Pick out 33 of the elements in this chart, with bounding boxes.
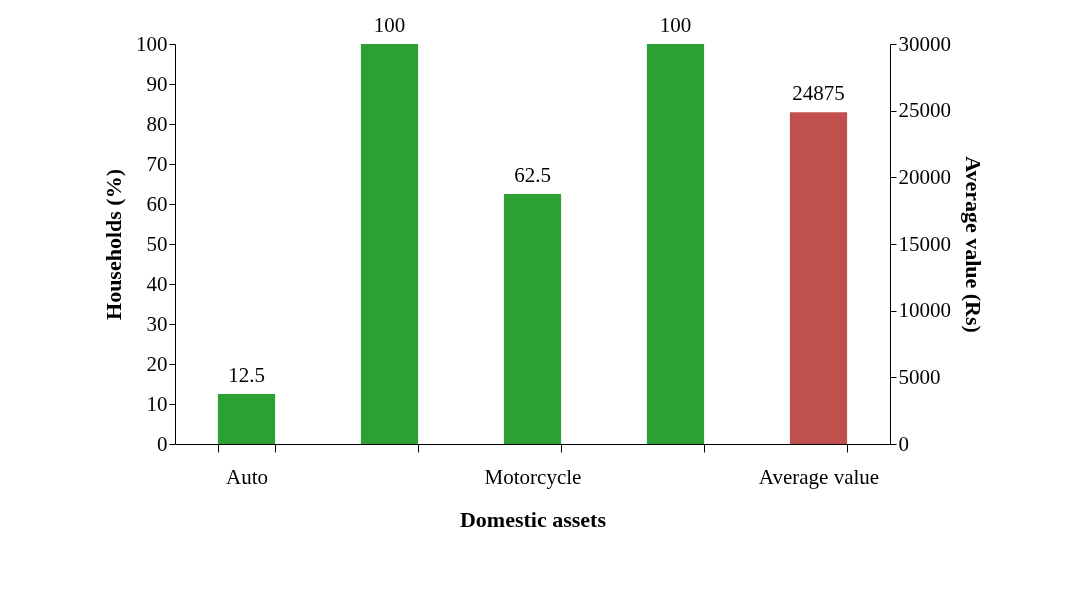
y-axis-title: Households (%): [101, 169, 126, 320]
y2-axis-title: Average value (Rs): [961, 156, 986, 333]
x-axis-title: Domestic assets: [459, 506, 607, 532]
y-tick-label: 60: [146, 191, 168, 216]
data-label: 62.5: [514, 163, 551, 187]
y-tick-label: 100: [136, 31, 168, 56]
y2-tick-label: 15000: [898, 231, 951, 256]
y2-tick-label: 10000: [898, 298, 951, 323]
y2-tick-label: 20000: [898, 164, 951, 189]
bar: [503, 194, 562, 444]
y-tick-label: 0: [157, 431, 168, 456]
bar: [646, 44, 705, 444]
bar: [217, 394, 276, 444]
y2-tick-label: 0: [898, 431, 909, 456]
y2-tick-label: 30000: [898, 31, 951, 56]
data-label: 12.5: [228, 363, 265, 387]
y-tick-label: 80: [146, 111, 168, 136]
bar: [360, 44, 419, 444]
data-label: 24875: [792, 81, 845, 106]
y-tick-label: 30: [146, 311, 168, 336]
y-tick-label: 70: [146, 151, 168, 176]
y2-tick-label: 25000: [898, 98, 951, 123]
y-tick-label: 20: [146, 351, 168, 376]
y-tick-label: 10: [146, 391, 168, 416]
data-label: 100: [373, 13, 406, 37]
data-label: 100: [659, 13, 692, 37]
x-tick-label: Motorcycle: [484, 464, 582, 489]
y-tick-label: 40: [146, 271, 168, 296]
y-tick-label: 90: [146, 71, 168, 96]
y2-tick-label: 5000: [898, 364, 941, 389]
x-tick-label: Auto: [226, 464, 268, 489]
x-tick-label: Average value: [758, 464, 880, 489]
y-tick-label: 50: [146, 231, 168, 256]
